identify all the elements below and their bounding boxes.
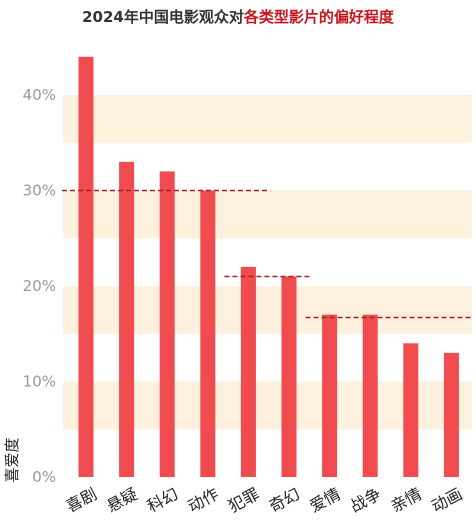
bar-战争 bbox=[362, 314, 378, 477]
reference-lines bbox=[62, 189, 474, 319]
y-tick-label: 20% bbox=[23, 277, 56, 295]
y-tick-label: 0% bbox=[32, 468, 56, 486]
x-tick-label: 悬疑 bbox=[103, 484, 140, 516]
x-tick-label: 亲情 bbox=[388, 484, 425, 516]
x-tick-label: 科幻 bbox=[144, 484, 181, 516]
y-tick-label: 10% bbox=[23, 373, 56, 391]
bar-动画 bbox=[443, 352, 459, 477]
y-tick-label: 30% bbox=[23, 182, 56, 200]
chart-title-main: 2024年中国电影观众对 bbox=[82, 8, 244, 26]
bar-科幻 bbox=[159, 171, 175, 477]
x-tick-label: 犯罪 bbox=[225, 484, 262, 516]
y-tick-label: 40% bbox=[23, 86, 56, 104]
chart-title: 2024年中国电影观众对各类型影片的偏好程度 bbox=[0, 6, 476, 27]
x-axis-labels: 喜剧 悬疑 科幻 动作 犯罪 奇幻 爱情 战争 亲情 动画 bbox=[63, 484, 466, 516]
chart-title-highlight: 各类型影片的偏好程度 bbox=[243, 8, 394, 26]
grid-band bbox=[63, 95, 472, 143]
bar-爱情 bbox=[322, 314, 338, 477]
bar-喜剧 bbox=[78, 56, 94, 478]
x-tick-label: 奇幻 bbox=[266, 484, 303, 516]
y-axis-ticks: 0% 10% 20% 30% 40% bbox=[23, 86, 56, 486]
x-tick-label: 动画 bbox=[428, 484, 465, 516]
y-axis-label: 喜爱度 bbox=[3, 437, 21, 482]
bar-犯罪 bbox=[240, 266, 256, 477]
bar-奇幻 bbox=[281, 276, 297, 477]
bar-悬疑 bbox=[119, 161, 135, 477]
x-tick-label: 动作 bbox=[185, 484, 222, 516]
bars bbox=[78, 56, 459, 478]
x-tick-label: 爱情 bbox=[306, 484, 343, 516]
x-tick-label: 战争 bbox=[347, 484, 384, 516]
x-tick-label: 喜剧 bbox=[63, 484, 100, 516]
bar-亲情 bbox=[403, 343, 419, 477]
bar-动作 bbox=[200, 190, 216, 477]
